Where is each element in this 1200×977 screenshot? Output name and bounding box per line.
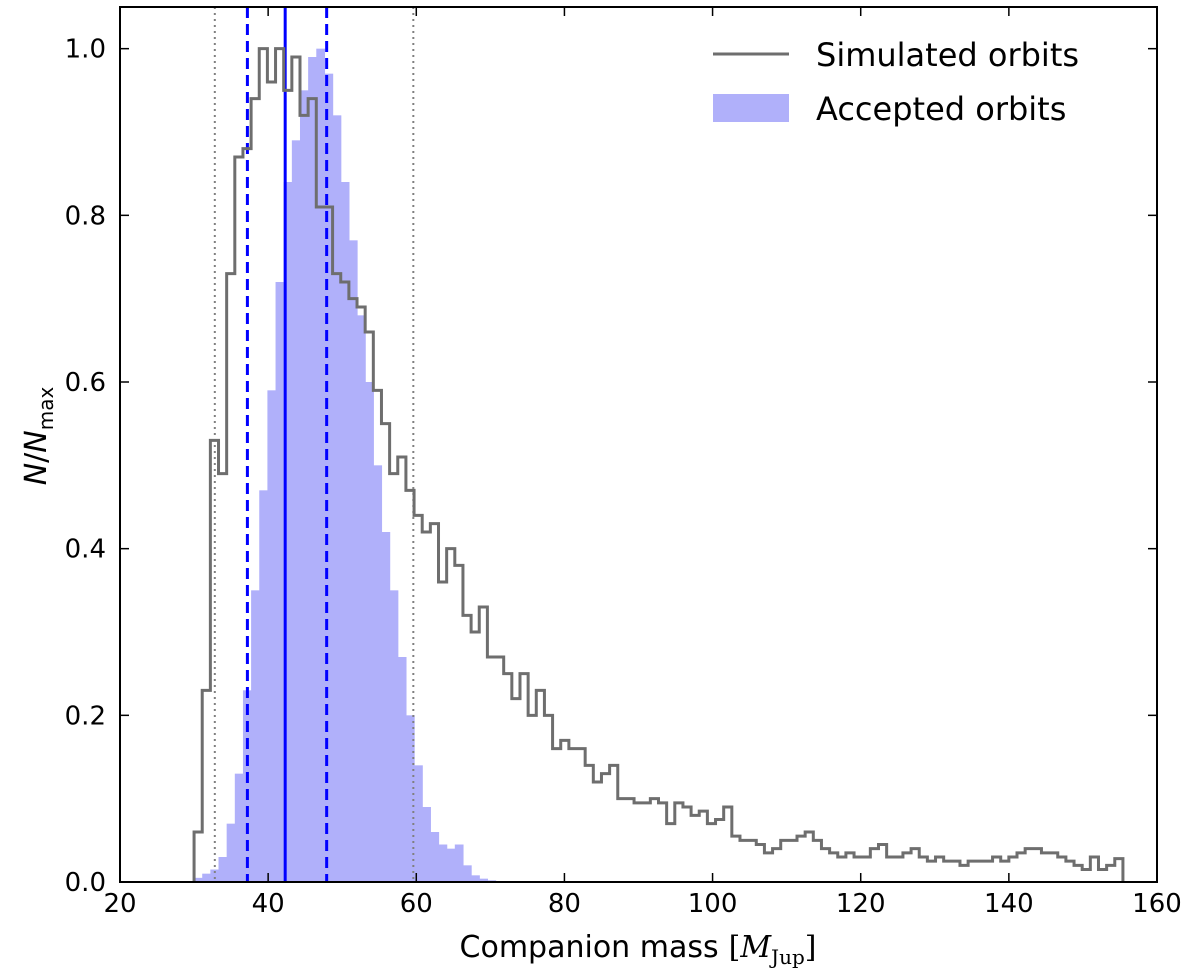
accepted-bar — [389, 590, 399, 882]
accepted-bar — [446, 848, 456, 882]
x-tick-label: 20 — [103, 889, 136, 919]
x-axis-unit-subscript: Jup — [769, 945, 805, 969]
y-axis-subscript: max — [34, 387, 58, 431]
accepted-bar — [308, 57, 317, 882]
accepted-bar — [414, 765, 423, 882]
accepted-bar — [430, 832, 440, 882]
simulated-orbits-step — [192, 47, 1125, 882]
accepted-bar — [194, 877, 203, 882]
accepted-bar — [234, 773, 244, 882]
accepted-bar — [291, 140, 301, 883]
accepted-bar — [242, 690, 252, 882]
x-tick-label: 160 — [1132, 889, 1182, 919]
x-tick-label: 80 — [548, 889, 581, 919]
accepted-bar — [251, 590, 260, 882]
accepted-bar — [332, 115, 342, 883]
accepted-bar — [462, 865, 472, 882]
accepted-bar — [267, 390, 277, 882]
accepted-bar — [405, 715, 415, 882]
accepted-bar — [471, 875, 480, 882]
accepted-bar — [397, 657, 407, 882]
accepted-bar — [210, 869, 220, 882]
x-tick-label: 140 — [984, 889, 1034, 919]
x-tick-label: 40 — [252, 889, 285, 919]
accepted-bar — [218, 857, 228, 882]
accepted-bar — [202, 873, 211, 882]
legend: Simulated orbits Accepted orbits — [713, 36, 1079, 128]
y-tick-label: 0.4 — [65, 535, 106, 565]
reference-lines — [213, 7, 415, 882]
y-tick-label: 1.0 — [65, 35, 106, 65]
accepted-bar — [275, 282, 285, 882]
x-axis-unit-symbol: M — [739, 930, 772, 965]
accepted-bar — [348, 240, 358, 883]
y-axis-label: N/Nmax — [19, 387, 58, 486]
accepted-bar — [340, 182, 350, 882]
y-tick-label: 0.6 — [65, 368, 106, 398]
accepted-orbits-bars — [194, 48, 497, 883]
accepted-bar — [479, 878, 488, 882]
x-tick-label: 100 — [688, 889, 738, 919]
x-axis-label: Companion mass [MJup] — [460, 930, 817, 969]
x-axis-label-text: Companion mass — [460, 930, 719, 965]
x-tick-label: 120 — [836, 889, 886, 919]
y-axis-numerator: N — [19, 463, 54, 485]
accepted-bar — [259, 490, 269, 882]
legend-swatch-accepted — [713, 94, 789, 122]
y-axis-denominator: N — [19, 430, 54, 452]
accepted-bar — [381, 532, 391, 882]
y-tick-label: 0.2 — [65, 701, 106, 731]
accepted-bar — [454, 844, 464, 882]
legend-label-accepted: Accepted orbits — [816, 90, 1066, 128]
accepted-bar — [357, 315, 366, 882]
accepted-bar — [283, 182, 293, 882]
plot-frame — [119, 6, 1158, 883]
axis-ticks: 20 40 60 80 100 120 140 160 0.0 0.2 0.4 0.6 0.8 1.0 — [65, 7, 1182, 919]
accepted-bar — [324, 73, 334, 882]
y-tick-label: 0.0 — [65, 868, 106, 898]
accepted-bar — [365, 382, 374, 882]
simulated-step-line — [192, 47, 1125, 882]
accepted-bar — [422, 807, 431, 882]
accepted-bar — [226, 823, 236, 882]
accepted-bar — [438, 844, 448, 882]
y-tick-label: 0.8 — [65, 201, 106, 231]
accepted-bar — [299, 90, 309, 883]
accepted-bar — [316, 48, 326, 882]
legend-label-simulated: Simulated orbits — [816, 36, 1079, 74]
x-tick-label: 60 — [400, 889, 433, 919]
accepted-bar — [373, 465, 383, 882]
